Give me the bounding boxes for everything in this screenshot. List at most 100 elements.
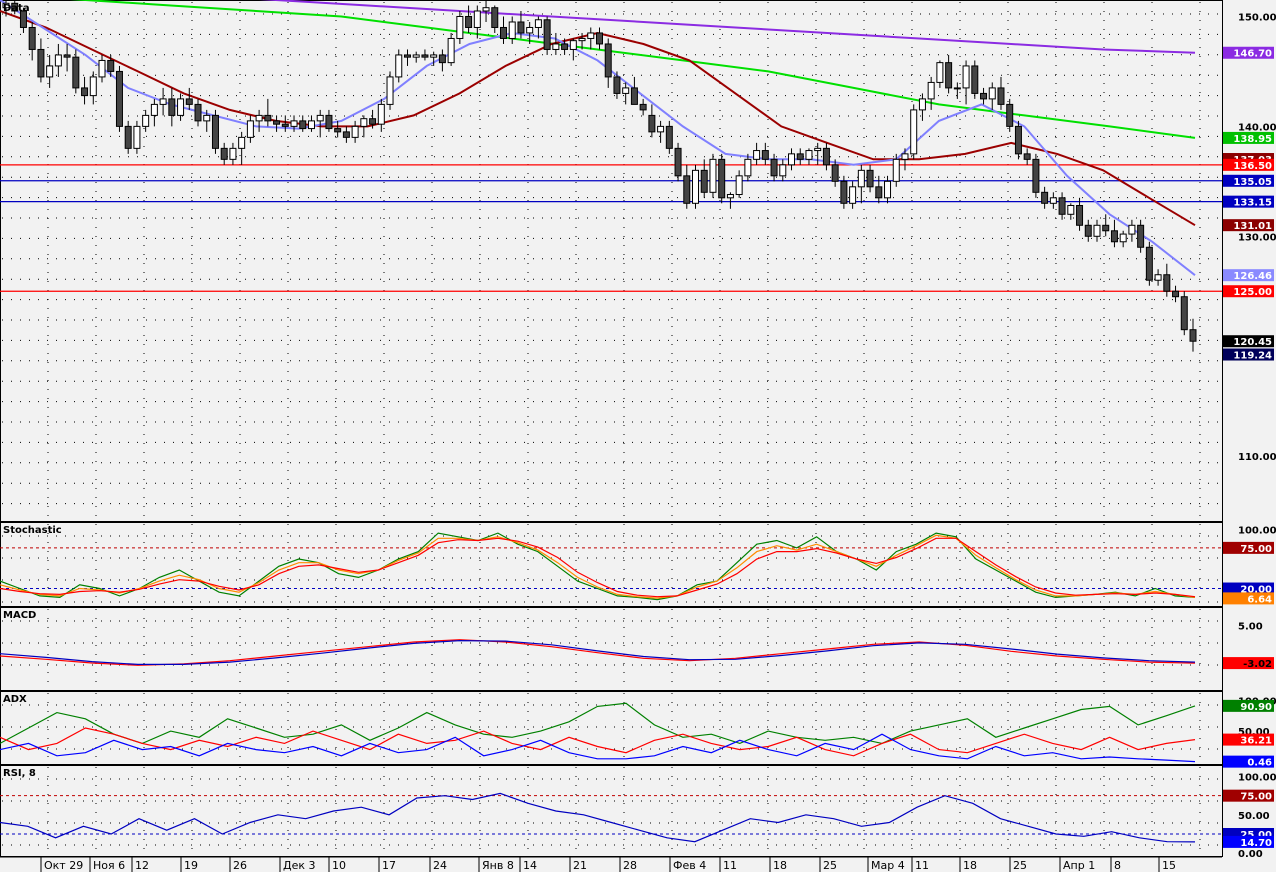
candle-body	[1119, 233, 1127, 243]
candle-body	[884, 180, 892, 199]
candle-body	[19, 10, 27, 28]
panel-title: RSI, 8	[3, 768, 36, 779]
candle-body	[72, 56, 80, 89]
value-badge	[1223, 285, 1274, 298]
x-tick-label: 8	[1114, 859, 1121, 872]
candle-body	[622, 87, 630, 94]
x-tick-label: 14	[523, 859, 537, 872]
candle-body	[447, 37, 455, 64]
candle-body	[997, 87, 1005, 105]
candle-body	[273, 120, 281, 125]
x-tick-label: 24	[433, 859, 447, 872]
candle-body	[831, 164, 839, 182]
candle-body	[46, 65, 54, 78]
value-badge	[1223, 195, 1274, 208]
panel-frame	[0, 522, 1223, 607]
value-badge	[1223, 755, 1274, 768]
value-badge-label: 131.01	[1233, 221, 1272, 232]
y-tick-label: 50.00	[1238, 811, 1270, 822]
candle-body	[1076, 205, 1084, 226]
candle-body	[753, 150, 761, 160]
value-badge	[1223, 269, 1274, 282]
series-line	[0, 733, 1196, 763]
value-badge-label: 75.00	[1240, 544, 1272, 555]
x-tick-label: Фев 4	[673, 859, 706, 872]
candle-body	[849, 186, 857, 204]
x-tick-label: 21	[573, 859, 587, 872]
candle-body	[37, 48, 45, 78]
candle-body	[788, 153, 796, 166]
candle-body	[28, 26, 36, 50]
candle-body	[124, 125, 132, 149]
candle-body	[596, 32, 603, 45]
value-badge	[1223, 835, 1274, 848]
value-badge	[1223, 789, 1274, 802]
y-tick-label: 150.00	[1238, 12, 1276, 23]
candle-body	[1032, 158, 1040, 193]
candle-body	[945, 62, 953, 89]
series-line	[259, 0, 1196, 54]
candle-body	[1128, 224, 1136, 235]
candle-body	[1014, 125, 1022, 155]
value-badge	[1223, 158, 1274, 171]
value-badge-label: 75.00	[1240, 792, 1272, 803]
candle-body	[1058, 197, 1066, 215]
value-badge	[1223, 348, 1274, 361]
value-badge-label: 20.00	[1240, 585, 1272, 596]
candle-body	[648, 114, 656, 133]
candle-body	[63, 54, 71, 58]
value-badge-label: 135.05	[1233, 177, 1272, 188]
value-badge	[1223, 335, 1274, 348]
candle-body	[735, 175, 743, 196]
candle-body	[203, 114, 211, 122]
candle-body	[194, 103, 202, 122]
candle-body	[726, 194, 734, 199]
candle-body	[552, 43, 560, 50]
x-tick-label: Ноя 6	[93, 859, 125, 872]
candle-body	[1145, 246, 1153, 281]
candle-body	[840, 180, 848, 204]
candle-body	[150, 103, 158, 116]
x-tick-label: 25	[1013, 859, 1027, 872]
value-badge-label: 120.45	[1233, 337, 1272, 348]
x-tick-label: 12	[135, 859, 149, 872]
candle-body	[526, 26, 534, 34]
candle-body	[613, 76, 621, 94]
candle-body	[1180, 296, 1188, 331]
x-tick-label: 18	[773, 859, 787, 872]
series-line	[0, 639, 1196, 666]
candle-body	[674, 147, 682, 177]
candle-body	[770, 158, 778, 177]
candle-body	[238, 136, 246, 149]
value-badge	[1223, 46, 1274, 59]
candle-body	[517, 21, 525, 34]
candle-body	[342, 131, 350, 138]
candle-body	[395, 54, 403, 78]
y-tick-label: 50.00	[1238, 727, 1270, 738]
candle-body	[351, 125, 359, 138]
y-tick-label: 100.00	[1238, 773, 1276, 784]
x-tick-label: 11	[723, 859, 737, 872]
candle-body	[403, 54, 411, 58]
value-badge-label: 146.70	[1233, 49, 1272, 60]
x-tick-label: 26	[233, 859, 247, 872]
y-tick-label: 0.00	[1238, 849, 1263, 860]
candle-body	[805, 150, 813, 160]
candle-body	[692, 169, 700, 204]
candle-body	[534, 19, 542, 28]
candle-body	[491, 7, 499, 28]
value-badge	[1223, 699, 1274, 712]
candle-body	[54, 54, 62, 67]
candle-body	[901, 153, 909, 160]
candle-body	[185, 98, 193, 105]
candle-body	[456, 15, 464, 39]
candle-body	[892, 158, 900, 182]
candle-body	[1084, 224, 1092, 237]
candle-body	[561, 43, 569, 50]
candle-body	[1110, 230, 1118, 243]
candle-body	[814, 147, 822, 152]
value-badge	[1223, 592, 1274, 605]
value-badge	[1223, 582, 1274, 595]
